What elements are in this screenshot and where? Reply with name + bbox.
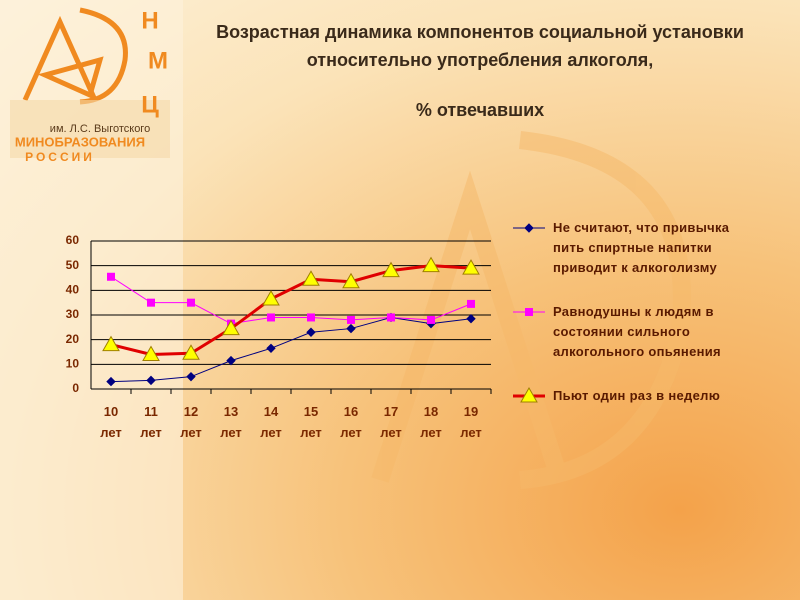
x-tick-label: 18 лет	[420, 404, 442, 440]
chart-title: Возрастная динамика компонентов социальн…	[216, 22, 744, 70]
logo-text: МИНОБРАЗОВАНИЯ	[15, 134, 145, 149]
marker	[226, 355, 236, 366]
marker	[347, 315, 355, 324]
marker	[302, 270, 320, 286]
series-line	[110, 316, 472, 383]
logo-text: РОССИИ	[25, 150, 95, 164]
logo-text: им. Л.С. Выготского	[50, 123, 150, 135]
legend-entry: Не считают, что привычка пить спиртные н…	[553, 220, 730, 275]
y-tick-label: 0	[72, 381, 79, 395]
marker	[422, 256, 440, 273]
marker	[267, 313, 275, 322]
logo-letter: М	[148, 47, 168, 74]
marker	[222, 319, 240, 336]
y-tick-label: 40	[66, 283, 80, 297]
marker	[146, 375, 156, 386]
marker	[524, 223, 534, 233]
y-tick-label: 20	[66, 332, 80, 346]
marker	[107, 272, 115, 281]
x-tick-label: 19 лет	[460, 404, 482, 440]
marker	[307, 313, 315, 322]
x-tick-label: 17 лет	[380, 404, 402, 440]
y-tick-label: 10	[66, 357, 80, 371]
marker	[187, 298, 195, 307]
chart-subtitle: % отвечавших	[415, 100, 545, 120]
marker	[520, 386, 538, 403]
series-line	[110, 264, 472, 356]
marker	[387, 313, 395, 322]
logo-letter: Ц	[141, 91, 159, 118]
x-tick-label: 10 лет	[100, 404, 122, 440]
x-tick-label: 13 лет	[220, 404, 242, 440]
x-tick-label: 11 лет	[140, 404, 162, 440]
marker	[142, 345, 160, 361]
marker	[106, 376, 116, 387]
marker	[525, 308, 533, 316]
watermark	[371, 131, 691, 489]
logo-band	[10, 100, 170, 158]
marker	[342, 272, 360, 289]
marker	[467, 299, 475, 308]
marker	[427, 315, 435, 324]
x-tick-label: 15 лет	[300, 404, 322, 440]
legend-entry: Равнодушны к людям в состоянии сильного …	[553, 304, 721, 359]
y-tick-label: 30	[66, 307, 80, 321]
marker	[102, 335, 120, 352]
legend-entry: Пьют один раз в неделю	[553, 388, 721, 403]
marker	[346, 323, 356, 334]
series-line	[110, 276, 472, 325]
marker	[382, 261, 400, 278]
marker	[262, 289, 280, 306]
y-tick-label: 50	[66, 258, 80, 272]
marker	[266, 343, 276, 354]
marker	[182, 344, 200, 360]
logo-shape	[22, 7, 128, 105]
x-tick-label: 12 лет	[180, 404, 202, 440]
marker	[147, 298, 155, 307]
y-tick-label: 60	[66, 233, 80, 247]
logo-letter: Н	[141, 7, 158, 34]
marker	[186, 371, 196, 382]
marker	[306, 327, 316, 337]
x-tick-label: 14 лет	[260, 404, 282, 440]
marker	[462, 259, 480, 275]
x-tick-label: 16 лет	[340, 404, 362, 440]
marker	[466, 313, 476, 324]
